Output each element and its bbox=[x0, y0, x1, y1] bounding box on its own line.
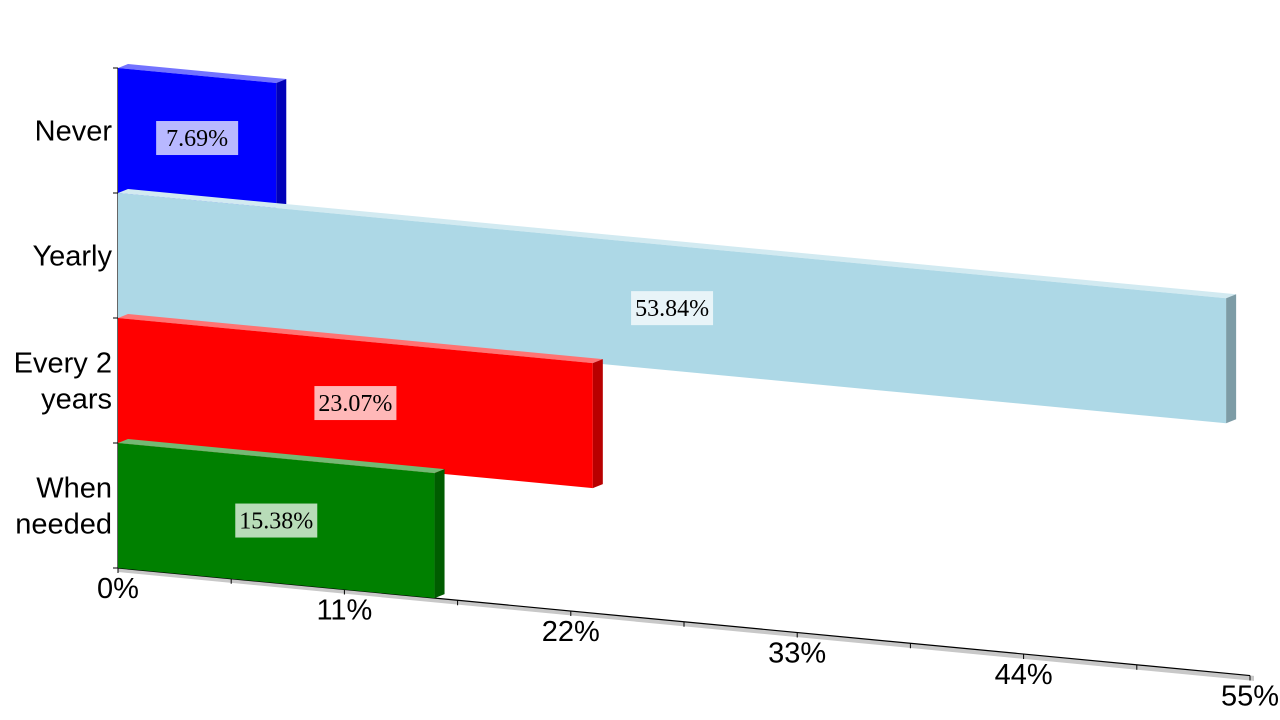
data-label-box bbox=[631, 291, 714, 326]
data-label: 15.38% bbox=[239, 509, 313, 535]
x-tick-label: 44% bbox=[995, 659, 1053, 691]
data-label-box bbox=[235, 503, 318, 538]
data-label: 23.07% bbox=[318, 391, 392, 417]
x-tick-label: 11% bbox=[316, 595, 372, 627]
data-label: 53.84% bbox=[635, 296, 709, 322]
x-tick-label: 33% bbox=[768, 638, 826, 670]
category-label: Every 2 years bbox=[14, 348, 112, 416]
bar-top-face bbox=[118, 314, 603, 364]
data-label-box bbox=[314, 386, 397, 421]
bar-side-face bbox=[276, 79, 287, 209]
data-label: 7.69% bbox=[166, 126, 228, 152]
bar-side-face bbox=[1226, 294, 1237, 424]
bar-side-face bbox=[434, 469, 445, 599]
bar-top-face bbox=[118, 64, 287, 84]
labels: 0% 11% 22% 33% 44% 55% Never Yearly Every 2 years… bbox=[14, 116, 1279, 713]
category-label: When needed bbox=[15, 473, 112, 541]
data-label-box bbox=[156, 121, 239, 156]
x-tick-label: 55% bbox=[1221, 681, 1279, 713]
category-label: Yearly bbox=[32, 241, 112, 273]
category-label: Never bbox=[35, 116, 113, 148]
axis-floor bbox=[118, 568, 1254, 681]
bar-top-face bbox=[118, 189, 1237, 299]
x-tick-label: 0% bbox=[97, 573, 139, 605]
x-tick-label: 22% bbox=[542, 616, 600, 648]
bar-top-face bbox=[118, 439, 445, 474]
bar-side-face bbox=[592, 359, 603, 489]
